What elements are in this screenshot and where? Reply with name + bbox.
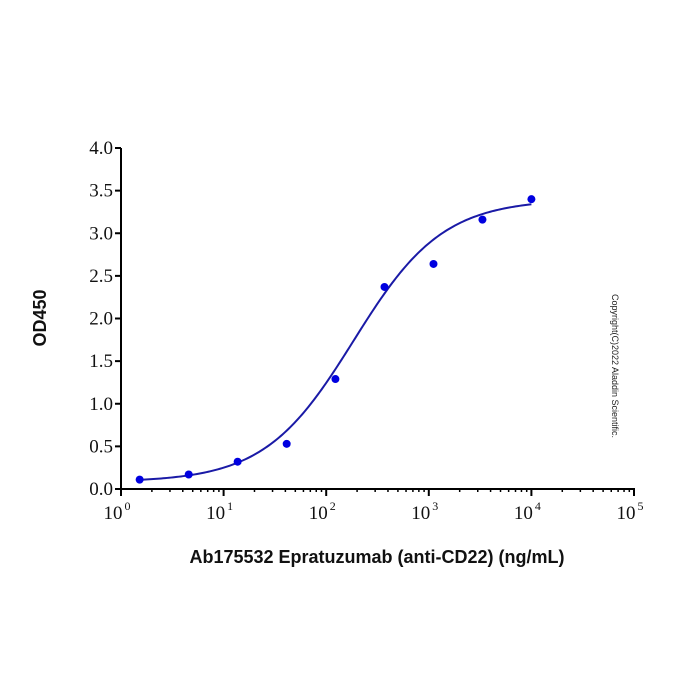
x-tick-label: 10 0 — [104, 499, 131, 524]
x-axis-title: Ab175532 Epratuzumab (anti-CD22) (ng/mL) — [189, 547, 564, 567]
fit-curve — [139, 203, 532, 481]
data-points — [135, 195, 536, 484]
y-tick-label: 1.0 — [89, 394, 113, 415]
y-tick-label: 3.5 — [89, 181, 113, 202]
x-tick-label: 10 2 — [309, 499, 336, 524]
data-point — [135, 475, 144, 484]
data-point — [429, 259, 438, 268]
data-point — [233, 457, 242, 466]
y-axis: 0.0 0.5 1.0 1.5 2.0 2.5 3.0 3.5 4.0 — [89, 138, 122, 500]
x-tick-label: 10 4 — [514, 499, 541, 524]
data-point — [380, 282, 389, 291]
y-tick-label: 2.5 — [89, 266, 113, 287]
x-tick-label: 10 1 — [206, 499, 233, 524]
x-tick-label: 10 3 — [411, 499, 438, 524]
x-axis: 10 0 10 1 10 2 10 3 10 4 10 5 — [104, 488, 644, 524]
y-tick-label: 2.0 — [89, 309, 113, 330]
data-point — [331, 375, 340, 384]
y-tick-label: 3.0 — [89, 223, 113, 244]
y-tick-label: 0.0 — [89, 479, 113, 500]
data-point — [282, 439, 291, 448]
copyright-annotation: Copyright(C)2022 Aladdin Scientific. — [610, 294, 620, 438]
x-tick-label: 10 5 — [617, 499, 644, 524]
y-axis-title: OD450 — [30, 289, 50, 346]
y-tick-label: 4.0 — [89, 138, 113, 159]
data-point — [184, 470, 193, 479]
y-tick-label: 1.5 — [89, 351, 113, 372]
data-point — [478, 215, 487, 224]
data-point — [527, 195, 536, 204]
y-tick-label: 0.5 — [89, 436, 113, 457]
